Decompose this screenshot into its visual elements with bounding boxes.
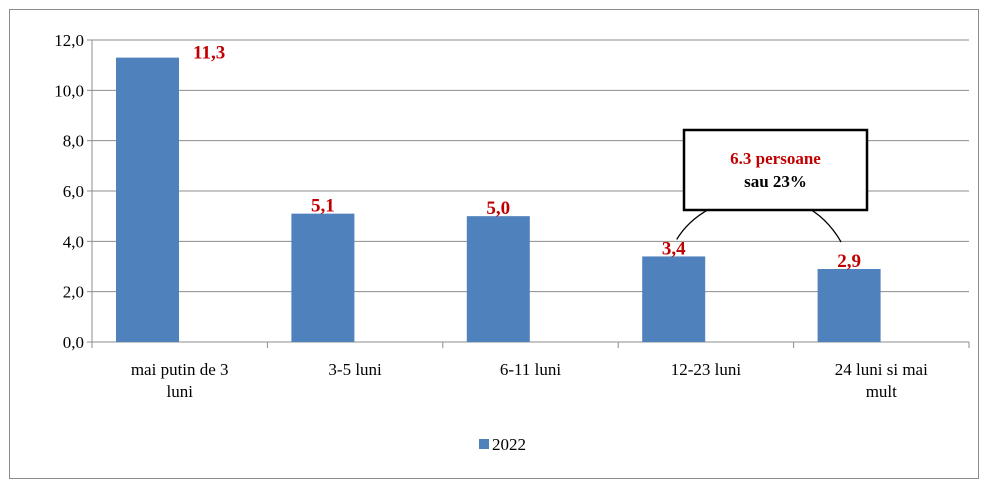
category-label: 6-11 luni (500, 360, 562, 379)
category-label: 12-23 luni (671, 360, 742, 379)
callout-line-2: sau 23% (744, 172, 807, 191)
bar (466, 216, 530, 342)
bar (817, 269, 881, 342)
data-label: 5,1 (311, 196, 335, 217)
category-label: luni (166, 382, 193, 401)
bar (291, 213, 355, 342)
y-tick-label: 0,0 (63, 333, 84, 352)
data-label: 2,9 (837, 251, 861, 272)
data-label: 11,3 (193, 43, 225, 64)
y-tick-label: 12,0 (54, 31, 84, 50)
y-tick-label: 6,0 (63, 182, 84, 201)
y-tick-label: 10,0 (54, 81, 84, 100)
legend-label: 2022 (492, 435, 526, 454)
category-label: 24 luni si mai (835, 360, 928, 379)
y-tick-label: 2,0 (63, 283, 84, 302)
data-label: 5,0 (486, 198, 510, 219)
bars (116, 57, 881, 342)
category-labels: mai putin de 3 luni 3-5 luni 6-11 luni 12-23… (131, 360, 928, 401)
category-label: 3-5 luni (328, 360, 382, 379)
category-label: mai putin de 3 (131, 360, 229, 379)
axes: 0,0 2,0 4,0 6,0 8,0 10,0 12,0 (54, 31, 970, 352)
callout-box (682, 128, 869, 212)
data-labels: 11,3 5,1 5,0 3,4 2,9 (193, 43, 861, 272)
callout-annotation: 6.3 persoane sau 23% (676, 128, 869, 243)
y-tick-label: 4,0 (63, 232, 84, 251)
legend-swatch (479, 439, 489, 449)
callout-line-1: 6.3 persoane (730, 149, 821, 168)
bar (116, 57, 179, 342)
legend: 2022 (479, 435, 526, 454)
data-label: 3,4 (662, 238, 686, 259)
category-label: mult (866, 382, 897, 401)
y-tick-label: 8,0 (63, 132, 84, 151)
bar (642, 256, 706, 342)
